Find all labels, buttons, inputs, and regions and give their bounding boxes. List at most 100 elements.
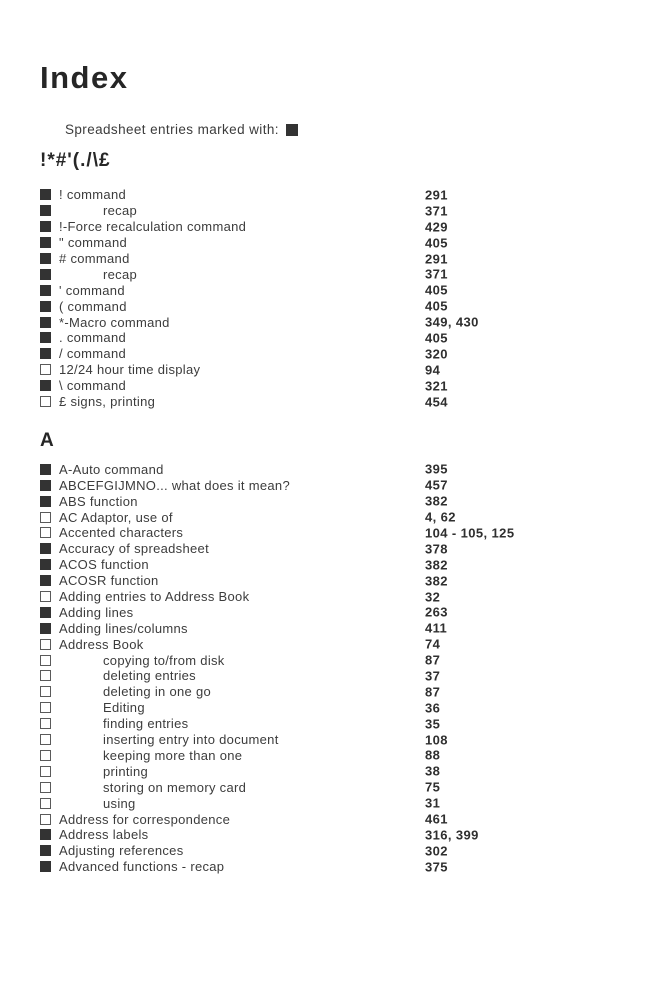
entry-pages: 454 (425, 394, 448, 410)
entry-label: Advanced functions - recap (59, 859, 225, 875)
entry-label: ACOS function (59, 557, 149, 573)
entry-label: Accented characters (59, 525, 184, 541)
filled-square-icon (40, 559, 51, 571)
entry-pages: 32 (425, 589, 441, 605)
filled-square-icon (40, 348, 51, 360)
entry-label: ABCEFGIJMNO... what does it mean? (59, 477, 290, 493)
entry-pages: 378 (425, 541, 448, 557)
empty-square-icon (40, 511, 51, 523)
index-entry-row: recap 371 (40, 203, 600, 219)
entry-label: storing on memory card (103, 779, 247, 795)
entry-pages: 87 (425, 684, 441, 700)
index-entry-row: / command 320 (40, 346, 600, 362)
filled-square-icon (285, 123, 298, 136)
index-entry-row: ! command 291 (40, 187, 600, 203)
entry-pages: 371 (425, 266, 448, 282)
index-entry-row: \ command 321 (40, 378, 600, 394)
entry-pages: 405 (425, 235, 448, 251)
entry-label: AC Adaptor, use of (59, 509, 173, 525)
entry-pages: 87 (425, 652, 441, 668)
filled-square-icon (40, 205, 51, 217)
index-entry-row: finding entries 35 (40, 716, 600, 732)
empty-square-icon (40, 654, 51, 666)
entry-label: deleting in one go (103, 684, 212, 700)
entry-pages: 349, 430 (425, 314, 479, 330)
entry-label: ' command (59, 282, 125, 298)
filled-square-icon (40, 221, 51, 233)
index-entry-row: . command 405 (40, 330, 600, 346)
entry-label: ( command (59, 298, 127, 314)
index-entry-row: Advanced functions - recap 375 (40, 859, 600, 875)
entry-label: Adding lines (59, 604, 134, 620)
empty-square-icon (40, 718, 51, 730)
entry-label: £ signs, printing (59, 394, 156, 410)
index-entry-row: keeping more than one 88 (40, 748, 600, 764)
entry-pages: 74 (425, 636, 441, 652)
entry-pages: 395 (425, 461, 448, 477)
filled-square-icon (40, 284, 51, 296)
index-entry-row: Address Book 74 (40, 636, 600, 652)
filled-square-icon (40, 606, 51, 618)
entry-label: Accuracy of spreadsheet (59, 541, 209, 557)
entry-label: " command (59, 235, 128, 251)
entry-pages: 371 (425, 203, 448, 219)
entry-pages: 37 (425, 668, 441, 684)
entry-pages: 382 (425, 493, 448, 509)
entry-pages: 316, 399 (425, 827, 479, 843)
filled-square-icon (40, 463, 51, 475)
filled-square-icon (40, 268, 51, 280)
filled-square-icon (40, 237, 51, 249)
filled-square-icon (40, 300, 51, 312)
index-entry-row: deleting entries 37 (40, 668, 600, 684)
empty-square-icon (40, 591, 51, 603)
index-entry-row: ' command 405 (40, 282, 600, 298)
entry-label: deleting entries (103, 668, 196, 684)
entry-label: \ command (59, 378, 127, 394)
index-section: A A-Auto command 395 ABCEFGIJMNO... what… (40, 431, 620, 874)
filled-square-icon (40, 622, 51, 634)
index-entry-row: Accented characters 104 - 105, 125 (40, 525, 600, 541)
index-entry-row: *-Macro command 349, 430 (40, 314, 600, 330)
index-entry-row: ABS function 382 (40, 493, 600, 509)
empty-square-icon (40, 702, 51, 714)
filled-square-icon (40, 253, 51, 264)
entry-pages: 4, 62 (425, 509, 456, 525)
entry-label: Editing (103, 700, 145, 716)
index-entry-row: Adjusting references 302 (40, 843, 600, 859)
entry-label: ABS function (59, 493, 138, 509)
filled-square-icon (40, 495, 51, 507)
empty-square-icon (40, 749, 51, 761)
entry-label: recap (103, 266, 138, 282)
entry-label: printing (103, 763, 149, 779)
entry-label: 12/24 hour time display (59, 362, 201, 378)
index-entry-row: A-Auto command 395 (40, 461, 600, 477)
entry-label: copying to/from disk (103, 652, 225, 668)
index-entry-row: " command 405 (40, 235, 600, 251)
entry-pages: 291 (425, 251, 448, 266)
entry-label: Address for correspondence (59, 811, 231, 827)
entry-pages: 104 - 105, 125 (425, 525, 515, 541)
empty-square-icon (40, 781, 51, 793)
index-entry-row: copying to/from disk 87 (40, 652, 600, 668)
entry-label: / command (59, 346, 127, 362)
legend-text: Spreadsheet entries marked with: (65, 122, 279, 137)
entry-pages: 94 (425, 362, 441, 378)
entry-pages: 75 (425, 779, 441, 795)
index-entry-row: Address labels 316, 399 (40, 827, 600, 843)
empty-square-icon (40, 670, 51, 682)
entry-label: ACOSR function (59, 573, 159, 589)
index-entry-row: Accuracy of spreadsheet 378 (40, 541, 600, 557)
entry-pages: 321 (425, 378, 448, 394)
index-entry-row: !-Force recalculation command 429 (40, 219, 600, 235)
index-entry-row: ABCEFGIJMNO... what does it mean? 457 (40, 477, 600, 493)
entry-label: . command (59, 330, 127, 346)
filled-square-icon (40, 861, 51, 873)
entry-pages: 382 (425, 573, 448, 589)
index-entry-row: Adding entries to Address Book 32 (40, 589, 600, 605)
empty-square-icon (40, 638, 51, 650)
index-entry-row: deleting in one go 87 (40, 684, 600, 700)
entry-label: Adding entries to Address Book (59, 589, 250, 605)
index-entry-row: ACOSR function 382 (40, 573, 600, 589)
entry-pages: 108 (425, 732, 448, 748)
